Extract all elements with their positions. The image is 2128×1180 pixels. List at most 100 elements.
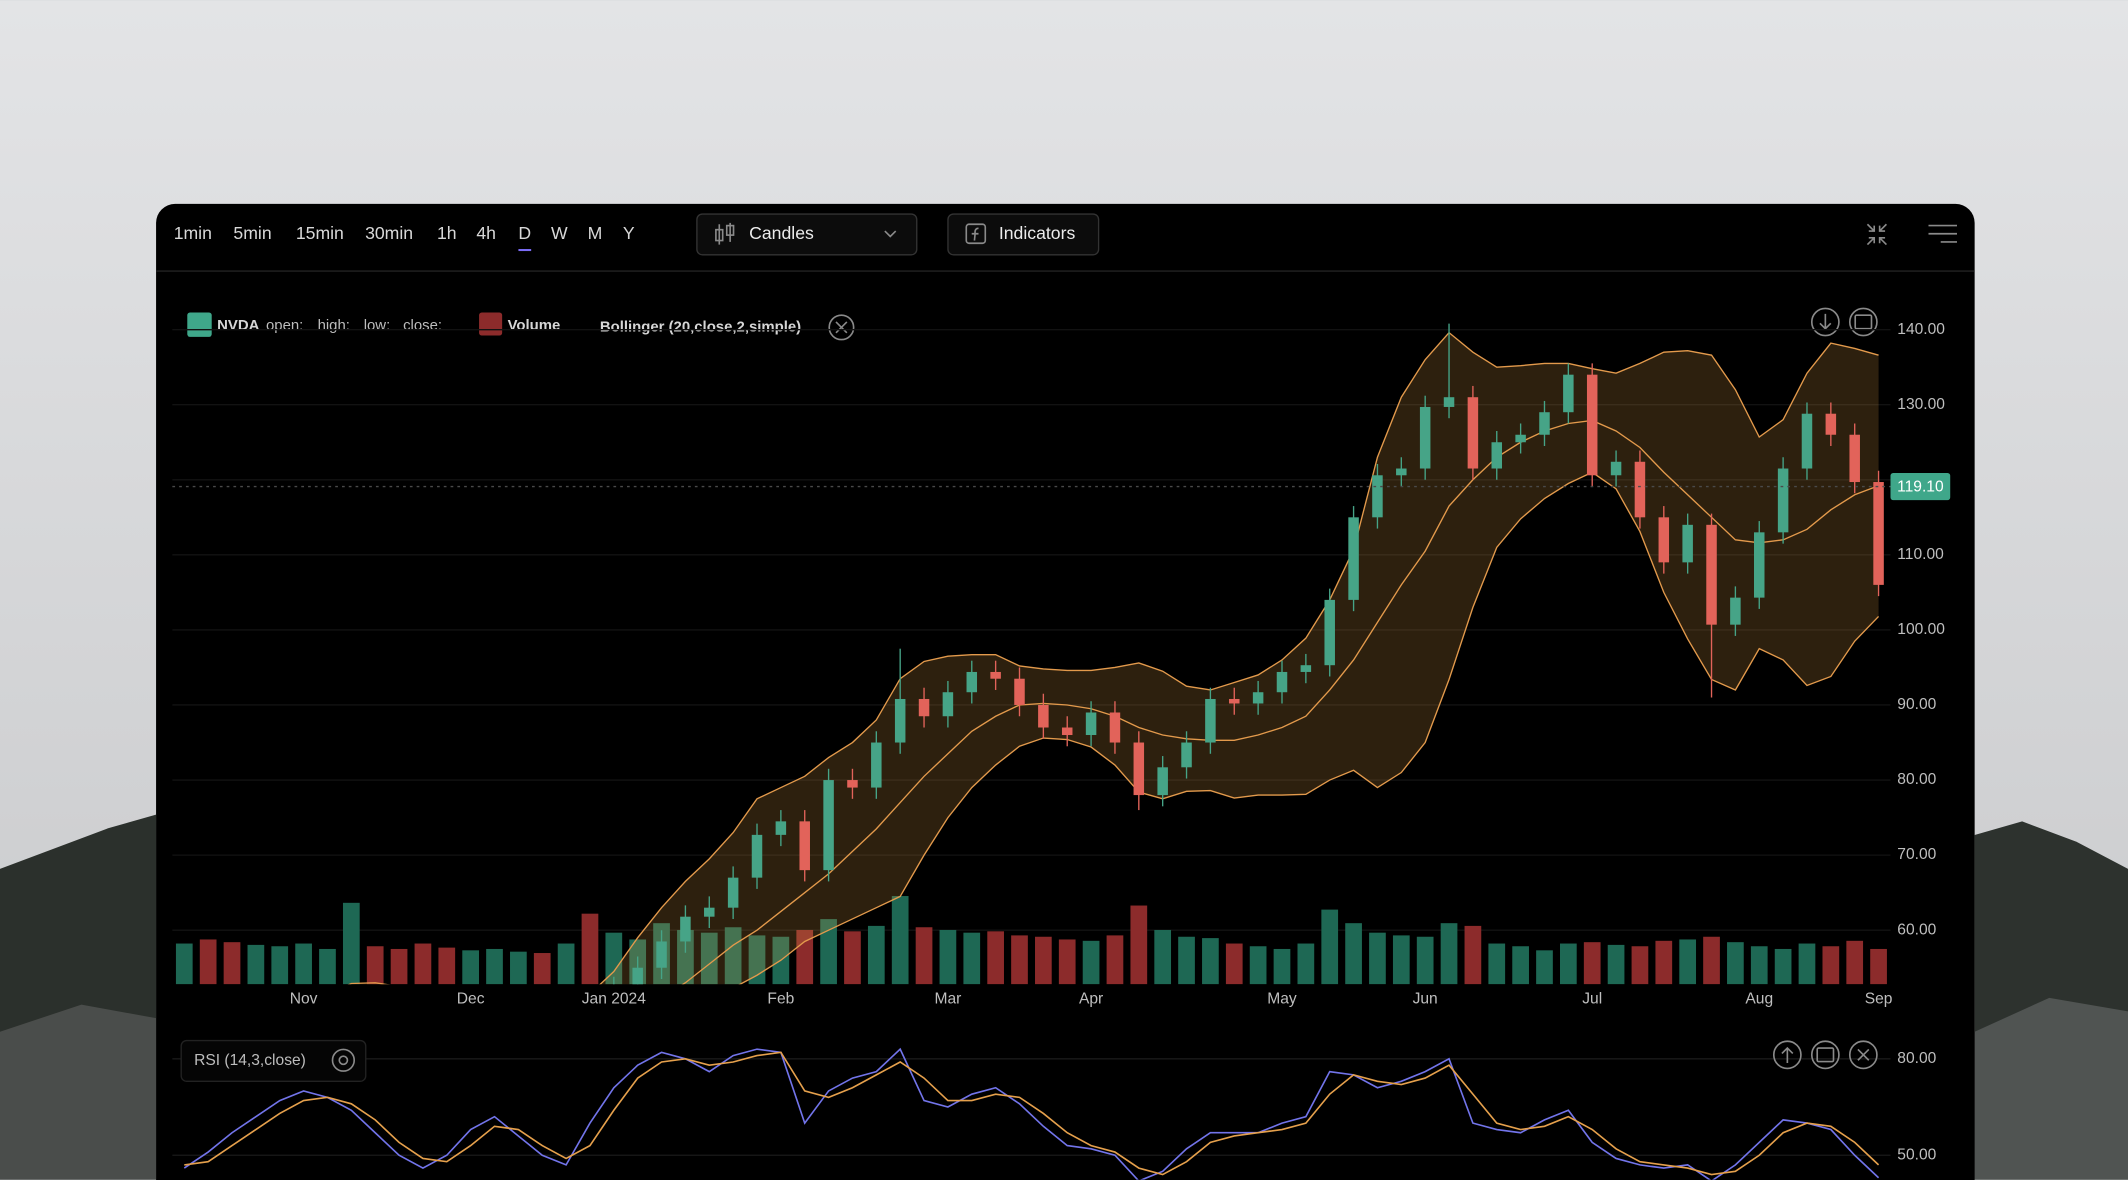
legend-swatch bbox=[479, 312, 503, 336]
volume-bar bbox=[1464, 925, 1482, 985]
timeframe[interactable]: 30min bbox=[365, 223, 413, 243]
indicators-icon bbox=[965, 223, 987, 245]
candle-body bbox=[1157, 767, 1168, 796]
last-price-badge bbox=[1890, 472, 1951, 501]
volume-bar bbox=[1822, 946, 1840, 985]
rsi-pane bbox=[183, 1047, 1880, 1180]
candle-body bbox=[1539, 412, 1550, 435]
bollinger-upper bbox=[347, 331, 1879, 985]
volume-bar bbox=[1583, 942, 1601, 985]
timeframe[interactable]: 5min bbox=[233, 223, 271, 243]
volume-bar bbox=[223, 942, 241, 985]
volume-bar bbox=[319, 948, 336, 985]
candle-body bbox=[990, 671, 1001, 679]
volume-bar bbox=[510, 951, 527, 985]
indicators-icon-glyph bbox=[971, 227, 979, 241]
candle-body bbox=[1348, 517, 1359, 600]
timeframe[interactable]: W bbox=[551, 223, 568, 243]
volume-bar bbox=[1440, 923, 1458, 985]
volume-bar bbox=[1703, 936, 1720, 985]
volume-bar bbox=[700, 932, 718, 985]
indicators-label[interactable]: Indicators bbox=[999, 223, 1076, 243]
candle-body bbox=[1515, 434, 1526, 443]
remove-indicator[interactable] bbox=[828, 314, 855, 341]
menu-icon[interactable] bbox=[1928, 224, 1958, 243]
candle-body bbox=[1133, 742, 1145, 796]
volume-bar bbox=[1512, 946, 1529, 985]
y-tick-label: 140.00 bbox=[1897, 321, 1945, 338]
timeframe[interactable]: 15min bbox=[296, 223, 344, 243]
volume-bar bbox=[295, 943, 312, 985]
volume-bar bbox=[1106, 935, 1124, 985]
candle-body bbox=[847, 780, 858, 788]
volume-bar bbox=[486, 948, 503, 985]
legend-field: low: bbox=[364, 317, 391, 334]
chart-type-label[interactable]: Candles bbox=[749, 223, 814, 243]
volume-bar bbox=[1154, 929, 1172, 985]
volume-bar bbox=[1321, 909, 1339, 985]
x-tick-label: Mar bbox=[934, 990, 961, 1007]
plot-area: 60.0070.0080.0090.00100.00110.00120.0013… bbox=[172, 321, 1951, 1180]
candle-body bbox=[1682, 524, 1693, 563]
price-pane bbox=[175, 323, 1887, 985]
volume-bar bbox=[1488, 943, 1506, 985]
candle-body bbox=[1491, 442, 1503, 469]
timeframe[interactable]: D bbox=[518, 223, 531, 243]
volume-bar bbox=[1273, 948, 1291, 985]
timeframe[interactable]: 1min bbox=[174, 223, 212, 243]
volume-bar bbox=[915, 927, 933, 985]
candle-body bbox=[1754, 532, 1765, 598]
rsi-title: RSI (14,3,close) bbox=[194, 1052, 306, 1069]
volume-bar bbox=[796, 929, 814, 985]
candle-body bbox=[1014, 678, 1025, 705]
volume-bar bbox=[1178, 936, 1195, 985]
volume-bar bbox=[724, 927, 742, 985]
y-tick-label: 90.00 bbox=[1897, 696, 1936, 713]
chart-type-dropdown[interactable] bbox=[696, 213, 918, 256]
volume-bar bbox=[1679, 939, 1697, 985]
last-price-label: 119.10 bbox=[1897, 478, 1944, 495]
candle-body bbox=[918, 698, 930, 717]
y-tick-label: 70.00 bbox=[1897, 846, 1936, 863]
timeframe[interactable]: M bbox=[588, 223, 603, 243]
candle-body bbox=[1706, 524, 1717, 625]
volume-bar bbox=[1225, 943, 1243, 985]
candle-body bbox=[1801, 413, 1813, 469]
candle-body bbox=[966, 671, 978, 693]
volume-bar bbox=[677, 929, 694, 985]
candle-body bbox=[1730, 597, 1741, 625]
volume-bar bbox=[1035, 936, 1052, 985]
volume-bar bbox=[438, 947, 456, 985]
x-tick-label: Dec bbox=[457, 990, 485, 1007]
pane-controls[interactable] bbox=[1810, 307, 1878, 337]
rsi-pane-controls[interactable] bbox=[1772, 1040, 1878, 1070]
collapse-icon[interactable] bbox=[1866, 223, 1888, 246]
candle-body bbox=[727, 877, 739, 908]
candle-body bbox=[894, 698, 906, 743]
candle-body bbox=[1467, 397, 1479, 469]
legend-symbol: NVDA bbox=[217, 317, 259, 334]
candle-body bbox=[799, 821, 810, 871]
rsi-settings[interactable] bbox=[331, 1048, 356, 1072]
candle-body bbox=[1634, 461, 1646, 518]
x-tick-label: May bbox=[1267, 990, 1297, 1007]
indicators-button[interactable] bbox=[947, 213, 1100, 256]
candle-body bbox=[1419, 406, 1431, 469]
volume-bar bbox=[1536, 950, 1553, 985]
x-tick-label: Jul bbox=[1582, 990, 1602, 1007]
timeframe[interactable]: 4h bbox=[476, 223, 496, 243]
candle-body bbox=[1061, 727, 1073, 736]
x-tick-label: Nov bbox=[290, 990, 318, 1007]
timeframe[interactable]: Y bbox=[623, 223, 635, 243]
volume-bar bbox=[557, 943, 575, 985]
x-tick-label: Jan 2024 bbox=[582, 990, 646, 1007]
candle-body bbox=[751, 834, 763, 878]
timeframe[interactable]: 1h bbox=[437, 223, 457, 243]
candle-body bbox=[775, 821, 787, 835]
volume-bar bbox=[390, 948, 408, 985]
rsi-line bbox=[183, 1047, 1880, 1180]
candle-body bbox=[871, 742, 882, 788]
volume-bar bbox=[1058, 939, 1076, 985]
candle-body bbox=[1181, 742, 1192, 768]
